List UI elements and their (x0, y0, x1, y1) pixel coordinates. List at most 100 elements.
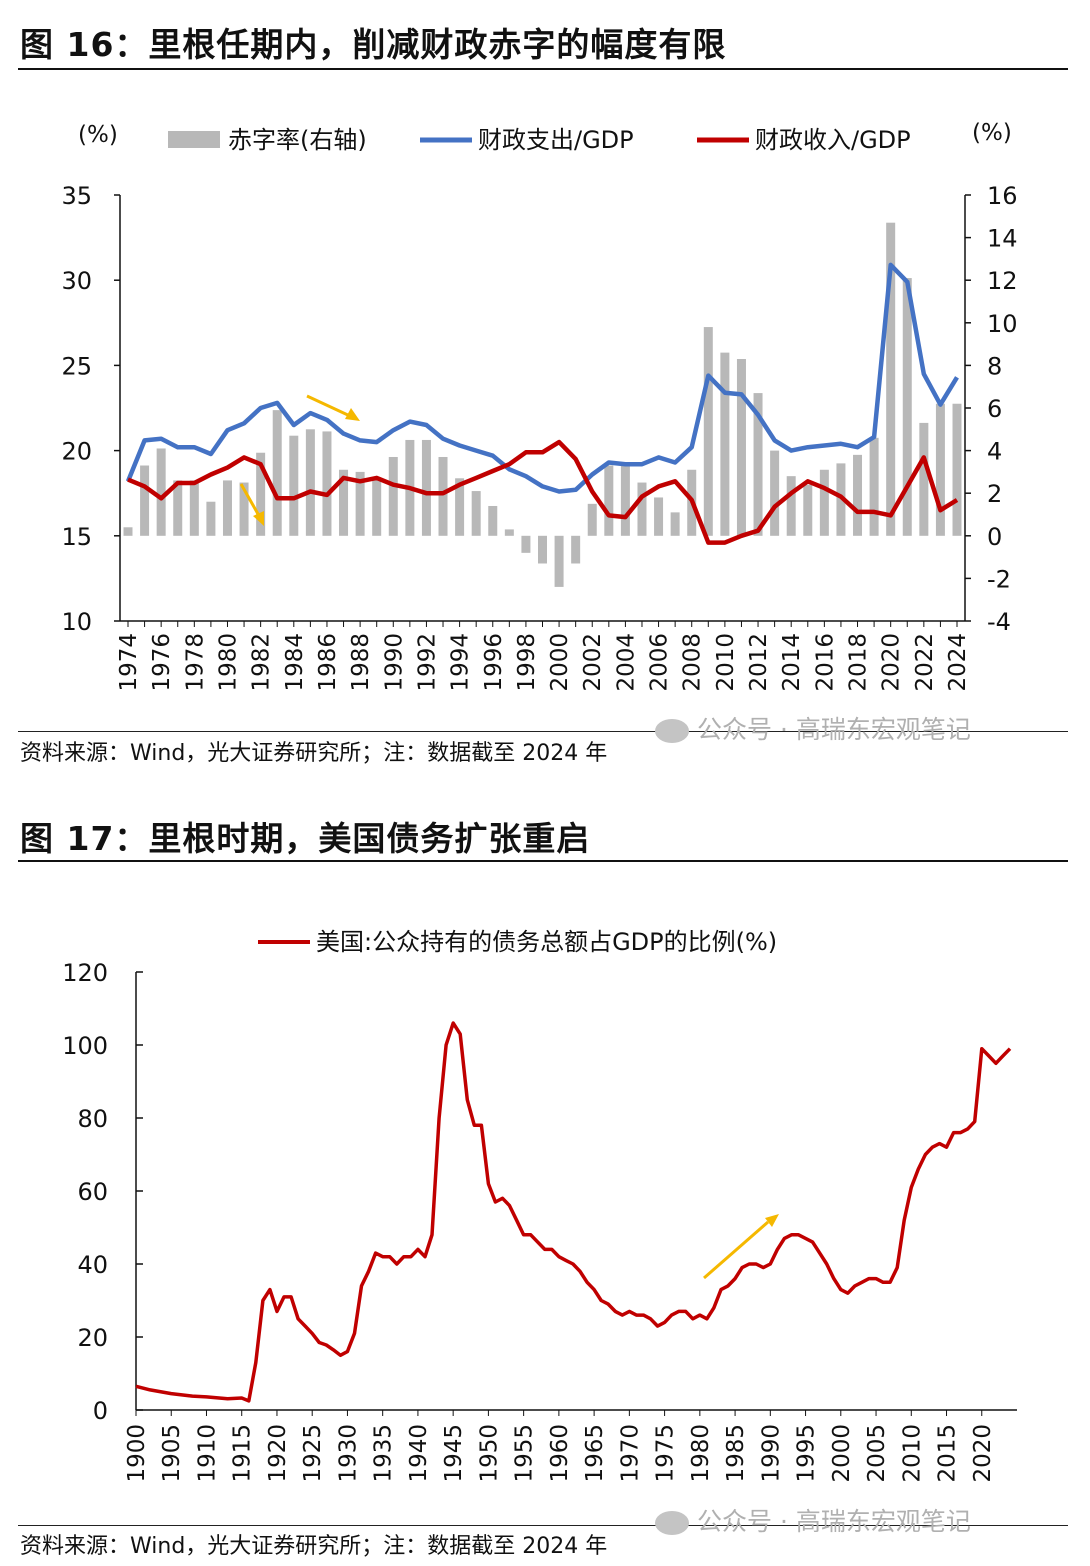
left-tick-label: 35 (61, 182, 92, 210)
right-tick-label: 0 (987, 523, 1002, 551)
deficit-bar (305, 429, 315, 536)
x-tick-label: 1940 (406, 1424, 432, 1483)
deficit-bar (554, 535, 564, 587)
figure-16-source-rule (18, 731, 1068, 732)
x-tick-label: 2010 (713, 633, 739, 692)
right-tick-label: 16 (987, 182, 1018, 210)
x-tick-label: 1965 (582, 1424, 608, 1483)
deficit-bar (853, 454, 863, 536)
trend-arrow-spending-head (345, 408, 360, 421)
left-tick-label: 10 (61, 608, 92, 636)
x-tick-label: 2014 (779, 633, 805, 692)
right-axis-unit: (%) (972, 120, 1012, 146)
deficit-bar (339, 469, 349, 536)
y-tick-label: 20 (77, 1324, 108, 1352)
x-tick-label: 1974 (116, 633, 142, 692)
chart-16: 赤字率(右轴) 财政支出/GDP 财政收入/GDP (%) (%) 101520… (61, 120, 1018, 692)
deficit-bar (902, 278, 912, 536)
x-tick-label: 2006 (647, 633, 673, 692)
figure-17-watermark: 公众号 · 高瑞东宏观笔记 (655, 1502, 971, 1538)
x-tick-label: 1976 (149, 633, 175, 692)
x-tick-label: 1950 (476, 1424, 502, 1483)
x-tick-label: 2000 (547, 633, 573, 692)
x-tick-label: 2024 (945, 633, 971, 692)
x-tick-label: 1960 (547, 1424, 573, 1483)
deficit-bar (438, 456, 448, 536)
trend-arrow-debt (703, 1214, 779, 1280)
x-tick-label: 1986 (315, 633, 341, 692)
x-tick-label: 1992 (414, 633, 440, 692)
figure-16-source: 资料来源：Wind，光大证券研究所；注：数据截至 2024 年 (20, 741, 608, 766)
deficit-bars (123, 222, 962, 587)
x-tick-label: 1975 (653, 1424, 679, 1483)
deficit-bar (372, 478, 382, 536)
deficit-bar (604, 465, 614, 536)
chart-16-legend: 赤字率(右轴) 财政支出/GDP 财政收入/GDP (168, 126, 911, 154)
x-tick-label: 1984 (282, 633, 308, 692)
x-tick-label: 1955 (512, 1424, 538, 1483)
left-tick-label: 30 (61, 267, 92, 295)
deficit-bar (239, 482, 249, 536)
deficit-bar (670, 512, 680, 536)
watermark-text: 公众号 · 高瑞东宏观笔记 (697, 715, 971, 744)
deficit-bar (222, 480, 232, 536)
chart-17: 美国:公众持有的债务总额占GDP的比例(%) 0 20 40 60 80 100 120 19… (62, 928, 1017, 1483)
legend-label-revenue: 财政收入/GDP (755, 126, 911, 154)
x-tick-label: 1930 (335, 1424, 361, 1483)
deficit-bar (355, 471, 365, 536)
deficit-bar (654, 497, 664, 536)
deficit-bar (289, 435, 299, 536)
deficit-bar (952, 403, 962, 536)
x-tick-label: 1982 (249, 633, 275, 692)
deficit-bar (620, 463, 630, 536)
left-tick-label: 20 (61, 438, 92, 466)
right-tick-label: 14 (987, 225, 1018, 253)
right-tick-label: 4 (987, 438, 1002, 466)
chart-17-legend: 美国:公众持有的债务总额占GDP的比例(%) (258, 928, 777, 956)
deficit-bar (587, 503, 597, 536)
legend-label-deficit: 赤字率(右轴) (228, 126, 367, 154)
x-tick-label: 1985 (723, 1424, 749, 1483)
trend-arrow-spending (306, 394, 351, 418)
x-tick-label: 2000 (829, 1424, 855, 1483)
deficit-bar (886, 222, 896, 536)
figure-17-source-rule (18, 1525, 1068, 1526)
deficit-bar (421, 439, 431, 536)
x-tick-label: 1970 (617, 1424, 643, 1483)
x-tick-label: 1990 (381, 633, 407, 692)
left-tick-label: 15 (61, 523, 92, 551)
y-tick-label: 100 (62, 1032, 108, 1060)
deficit-bar (803, 484, 813, 536)
right-tick-label: 8 (987, 352, 1002, 380)
right-tick-label: 12 (987, 267, 1018, 295)
deficit-bar (786, 476, 796, 536)
x-tick-label: 2016 (812, 633, 838, 692)
deficit-bar (455, 478, 465, 536)
deficit-bar (637, 482, 647, 536)
x-tick-label: 1980 (688, 1424, 714, 1483)
x-tick-label: 1995 (794, 1424, 820, 1483)
x-tick-label: 2008 (680, 633, 706, 692)
x-tick-label: 2020 (879, 633, 905, 692)
deficit-bar (571, 535, 581, 564)
deficit-bar (123, 527, 133, 536)
x-tick-label: 1990 (758, 1424, 784, 1483)
y-tick-label: 40 (77, 1251, 108, 1279)
deficit-bar (935, 403, 945, 536)
deficit-bar (504, 529, 514, 536)
left-tick-label: 25 (61, 352, 92, 380)
trend-arrow-revenue (239, 483, 260, 515)
legend-swatch-deficit (168, 131, 220, 148)
trend-arrow-debt-head (765, 1214, 779, 1227)
deficit-bar (256, 452, 266, 536)
right-tick-label: 2 (987, 480, 1002, 508)
trend-arrow-debt-shaft (703, 1220, 769, 1280)
x-tick-label: 1935 (371, 1424, 397, 1483)
deficit-bar (869, 437, 879, 536)
y-tick-label: 0 (93, 1397, 108, 1425)
x-tick-label: 1910 (194, 1424, 220, 1483)
deficit-bar (272, 410, 282, 536)
y-tick-label: 80 (77, 1105, 108, 1133)
x-tick-label: 2004 (613, 633, 639, 692)
deficit-bar (322, 431, 332, 536)
